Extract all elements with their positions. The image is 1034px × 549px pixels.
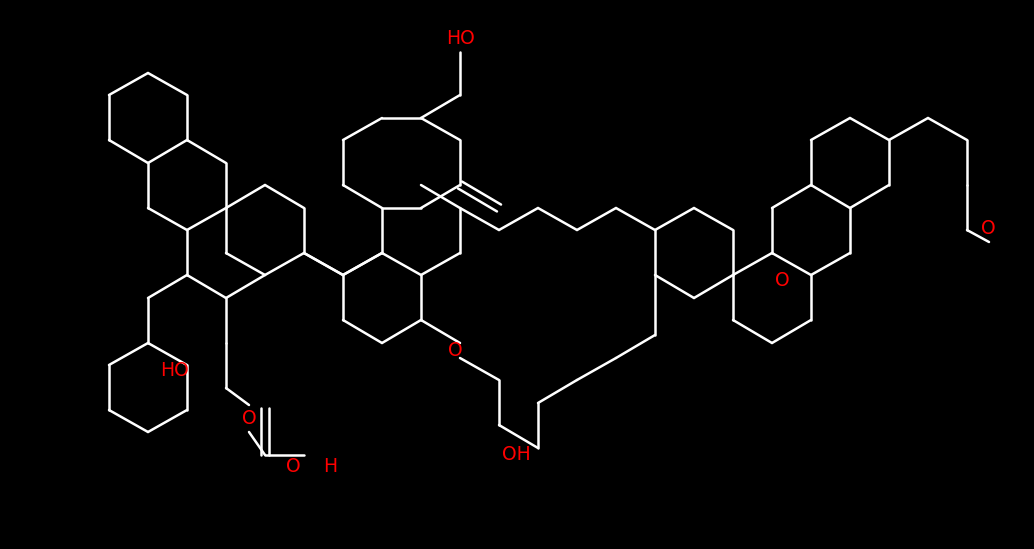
Text: OH: OH — [501, 445, 530, 464]
Text: O: O — [980, 219, 996, 238]
Text: O: O — [285, 457, 300, 477]
Text: O: O — [774, 271, 789, 289]
Text: HO: HO — [160, 361, 189, 379]
Text: O: O — [242, 408, 256, 428]
Text: HO: HO — [446, 29, 475, 48]
Text: H: H — [323, 457, 337, 477]
Text: O: O — [448, 340, 462, 360]
